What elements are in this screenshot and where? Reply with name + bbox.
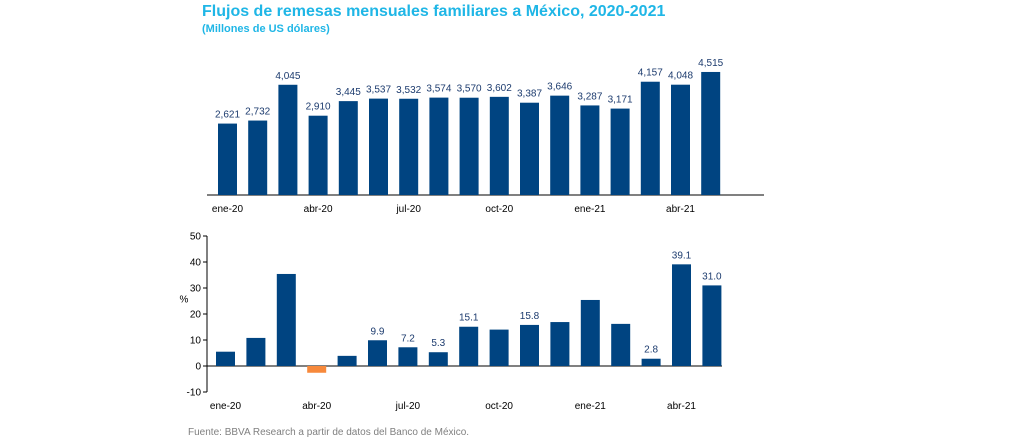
bar-ene-20	[218, 123, 237, 195]
bar-sep-20	[459, 97, 479, 195]
x-tick-label-jul-20: jul-20	[395, 401, 421, 412]
bar-abr-20	[308, 115, 328, 195]
data-label-dic-20: 3,646	[547, 82, 572, 93]
bar-abr-20	[307, 366, 327, 373]
data-label-ago-20: 5.3	[431, 338, 445, 349]
data-label-sep-20: 3,570	[457, 84, 482, 95]
data-label-abr-20: 2,910	[306, 102, 331, 113]
bar-abr-21	[672, 264, 691, 366]
bar-mar-21	[640, 81, 660, 195]
data-label-ene-20: 2,621	[215, 110, 240, 121]
y-tick-label-50: 50	[190, 232, 202, 243]
bar-mar-20	[276, 273, 296, 366]
bar-feb-20	[246, 337, 266, 366]
data-label-may-20: 3,445	[336, 87, 361, 98]
bar-feb-21	[610, 108, 630, 195]
data-label-abr-21: 4,048	[668, 71, 693, 82]
x-tick-label-abr-20: abr-20	[304, 204, 333, 215]
y-tick-label-30: 30	[190, 284, 202, 295]
x-tick-label-ene-20: ene-20	[210, 401, 242, 412]
x-tick-label-jul-20: jul-20	[395, 204, 421, 215]
bar-nov-20	[520, 324, 539, 366]
x-tick-label-ene-20: ene-20	[212, 204, 244, 215]
y-tick-label-40: 40	[190, 258, 202, 269]
data-label-jun-20: 3,537	[366, 85, 391, 96]
x-tick-label-ene-21: ene-21	[575, 401, 607, 412]
source-note: Fuente: BBVA Research a partir de datos …	[188, 427, 470, 438]
bar-jul-20	[399, 98, 419, 195]
data-label-oct-20: 3,602	[487, 83, 512, 94]
bar-feb-20	[248, 120, 268, 195]
data-label-mar-20: 4,045	[275, 71, 300, 82]
bar-may-21	[701, 71, 721, 195]
bar-mar-21	[641, 358, 661, 366]
data-label-feb-21: 3,171	[608, 95, 633, 106]
chart-title: Flujos de remesas mensuales familiares a…	[202, 3, 666, 20]
bar-ene-20	[216, 351, 235, 366]
x-tick-label-abr-20: abr-20	[302, 401, 331, 412]
bar-ene-21	[580, 299, 600, 366]
data-label-may-21: 4,515	[698, 58, 723, 69]
bar-jul-20	[398, 347, 418, 366]
data-label-feb-20: 2,732	[245, 107, 270, 118]
bar-ago-20	[428, 352, 448, 366]
bar-may-20	[337, 355, 357, 366]
data-label-abr-21: 39.1	[672, 250, 692, 261]
bar-ago-20	[429, 97, 449, 195]
bar-dic-20	[550, 322, 570, 366]
x-tick-label-ene-21: ene-21	[574, 204, 606, 215]
bar-oct-20	[489, 329, 509, 366]
bar-may-20	[338, 101, 358, 195]
data-label-mar-21: 2.8	[644, 345, 658, 356]
bar-ene-21	[580, 105, 600, 195]
data-label-nov-20: 3,387	[517, 89, 542, 100]
bar-abr-21	[671, 84, 690, 195]
bar-dic-20	[550, 95, 570, 195]
bar-jun-20	[368, 340, 387, 366]
data-label-jun-20: 9.9	[371, 326, 385, 337]
data-label-jul-20: 7.2	[401, 333, 415, 344]
data-label-sep-20: 15.1	[459, 313, 479, 324]
y-tick-label-20: 20	[190, 310, 202, 321]
y-tick-label-0: 0	[195, 362, 201, 373]
data-label-ene-21: 3,287	[577, 91, 602, 102]
bar-sep-20	[459, 326, 479, 366]
bar-jun-20	[369, 98, 388, 195]
bar-nov-20	[520, 102, 539, 195]
data-label-ago-20: 3,574	[426, 84, 451, 95]
x-tick-label-oct-20: oct-20	[485, 204, 513, 215]
x-tick-label-abr-21: abr-21	[666, 204, 695, 215]
data-label-mar-21: 4,157	[638, 68, 663, 79]
y-axis-label: %	[180, 294, 189, 305]
bar-mar-20	[278, 84, 298, 195]
bar-oct-20	[489, 96, 509, 195]
x-tick-label-oct-20: oct-20	[485, 401, 513, 412]
remittance-flows-chart: 2,621 2,732 4,045 2,910 3,445 3,537 3,532 3,574…	[207, 58, 764, 215]
data-label-may-21: 31.0	[702, 271, 722, 282]
y-tick-label-10: 10	[190, 336, 202, 347]
x-tick-label-abr-21: abr-21	[667, 401, 696, 412]
bar-feb-21	[611, 323, 631, 366]
chart-subtitle: (Millones de US dólares)	[202, 23, 330, 35]
data-label-jul-20: 3,532	[396, 85, 421, 96]
bar-may-21	[702, 285, 722, 366]
y-tick-label--10: -10	[187, 388, 202, 399]
data-label-nov-20: 15.8	[520, 311, 540, 322]
